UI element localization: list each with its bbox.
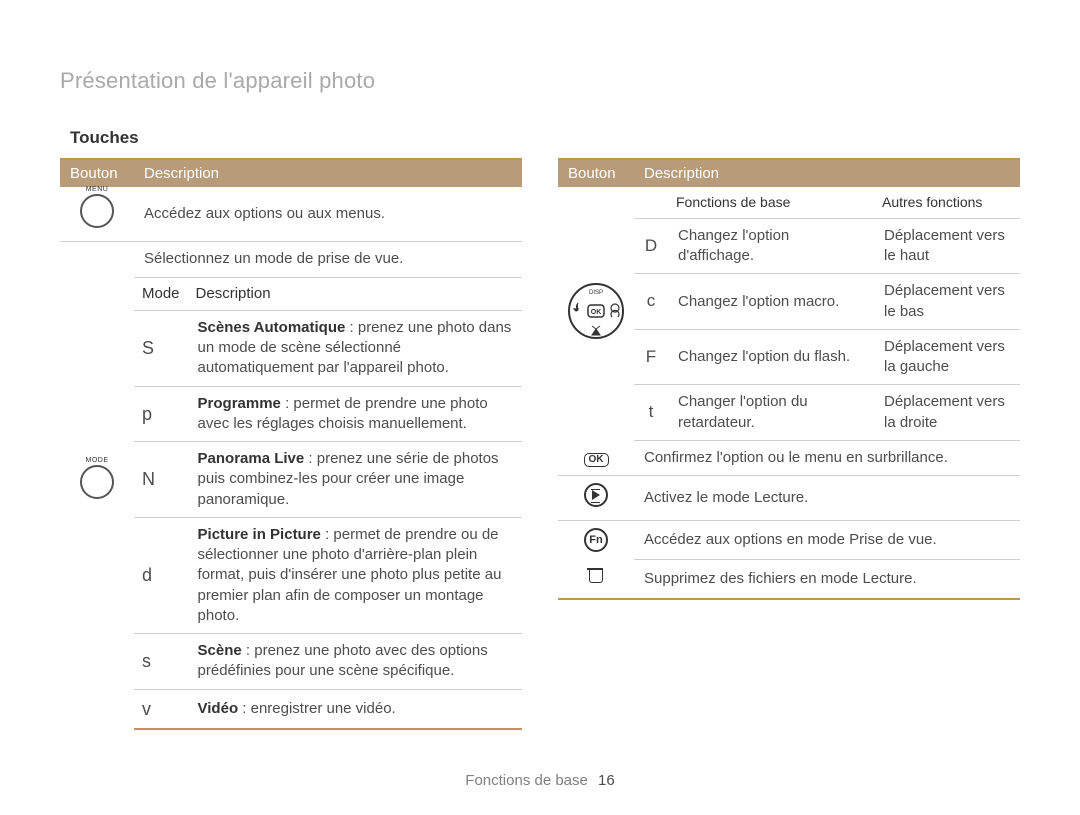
section-title: Touches bbox=[60, 128, 1020, 148]
th-button: Bouton bbox=[60, 159, 134, 187]
mode-desc: Panorama Live : prenez une série de phot… bbox=[188, 442, 522, 518]
mode-letter: N bbox=[134, 442, 188, 518]
ok-icon: OK bbox=[584, 453, 609, 467]
subhead-desc: Description bbox=[188, 277, 522, 310]
menu-desc: Accédez aux options ou aux menus. bbox=[134, 187, 522, 242]
right-column: Bouton Description OK DISP bbox=[558, 158, 1020, 730]
dir-base: Changer l'option du retardateur. bbox=[668, 385, 874, 441]
play-desc: Activez le mode Lecture. bbox=[634, 476, 1020, 521]
mode-desc: Vidéo : enregistrer une vidéo. bbox=[188, 689, 522, 729]
dpad-icon: OK DISP bbox=[566, 281, 626, 341]
dir-base: Changez l'option d'affichage. bbox=[668, 218, 874, 274]
dir-other: Déplacement vers le haut bbox=[874, 218, 1020, 274]
funchead-base: Fonctions de base bbox=[668, 187, 874, 218]
svg-text:DISP: DISP bbox=[589, 290, 603, 296]
mode-desc: Scène : prenez une photo avec des option… bbox=[188, 634, 522, 690]
menu-button-icon bbox=[80, 194, 114, 228]
svg-text:OK: OK bbox=[591, 309, 602, 316]
dir-other: Déplacement vers la droite bbox=[874, 385, 1020, 441]
cell-ok-icon: OK bbox=[558, 440, 634, 475]
dir-letter: F bbox=[634, 329, 668, 385]
page-title: Présentation de l'appareil photo bbox=[60, 68, 1020, 94]
trash-icon bbox=[587, 566, 605, 584]
mode-letter: d bbox=[134, 517, 188, 633]
footer-page-number: 16 bbox=[598, 772, 615, 789]
mode-desc: Programme : permet de prendre une photo … bbox=[188, 386, 522, 442]
mode-letter: s bbox=[134, 634, 188, 690]
ok-desc: Confirmez l'option ou le menu en surbril… bbox=[634, 440, 1020, 475]
cell-play-icon bbox=[558, 476, 634, 521]
playback-icon bbox=[584, 483, 608, 507]
funchead-other: Autres fonctions bbox=[874, 187, 1020, 218]
footer-label: Fonctions de base bbox=[465, 772, 588, 789]
dir-base: Changez l'option macro. bbox=[668, 274, 874, 330]
th-desc: Description bbox=[134, 159, 522, 187]
fn-icon: Fn bbox=[584, 528, 608, 552]
mode-desc: Scènes Automatique : prenez une photo da… bbox=[188, 310, 522, 386]
dir-letter: t bbox=[634, 385, 668, 441]
mode-desc: Picture in Picture : permet de prendre o… bbox=[188, 517, 522, 633]
trash-desc: Supprimez des fichiers en mode Lecture. bbox=[634, 559, 1020, 598]
subhead-mode: Mode bbox=[134, 277, 188, 310]
dir-other: Déplacement vers le bas bbox=[874, 274, 1020, 330]
dir-base: Changez l'option du flash. bbox=[668, 329, 874, 385]
cell-menu-icon bbox=[60, 187, 134, 242]
cell-dpad-icon: OK DISP bbox=[558, 187, 634, 440]
cell-fn-icon: Fn bbox=[558, 521, 634, 560]
right-table: Bouton Description OK DISP bbox=[558, 158, 1020, 600]
fn-desc: Accédez aux options en mode Prise de vue… bbox=[634, 521, 1020, 560]
cell-trash-icon bbox=[558, 559, 634, 598]
th-desc: Description bbox=[634, 159, 1020, 187]
mode-intro: Sélectionnez un mode de prise de vue. bbox=[134, 242, 522, 277]
cell-mode-icon bbox=[60, 242, 134, 729]
dir-letter: c bbox=[634, 274, 668, 330]
mode-letter: p bbox=[134, 386, 188, 442]
dir-letter: D bbox=[634, 218, 668, 274]
left-table: Bouton Description Accédez aux options o… bbox=[60, 158, 522, 730]
page-footer: Fonctions de base 16 bbox=[0, 772, 1080, 789]
th-button: Bouton bbox=[558, 159, 634, 187]
mode-letter: v bbox=[134, 689, 188, 729]
dir-other: Déplacement vers la gauche bbox=[874, 329, 1020, 385]
left-column: Bouton Description Accédez aux options o… bbox=[60, 158, 522, 730]
mode-letter: S bbox=[134, 310, 188, 386]
mode-button-icon bbox=[80, 465, 114, 499]
